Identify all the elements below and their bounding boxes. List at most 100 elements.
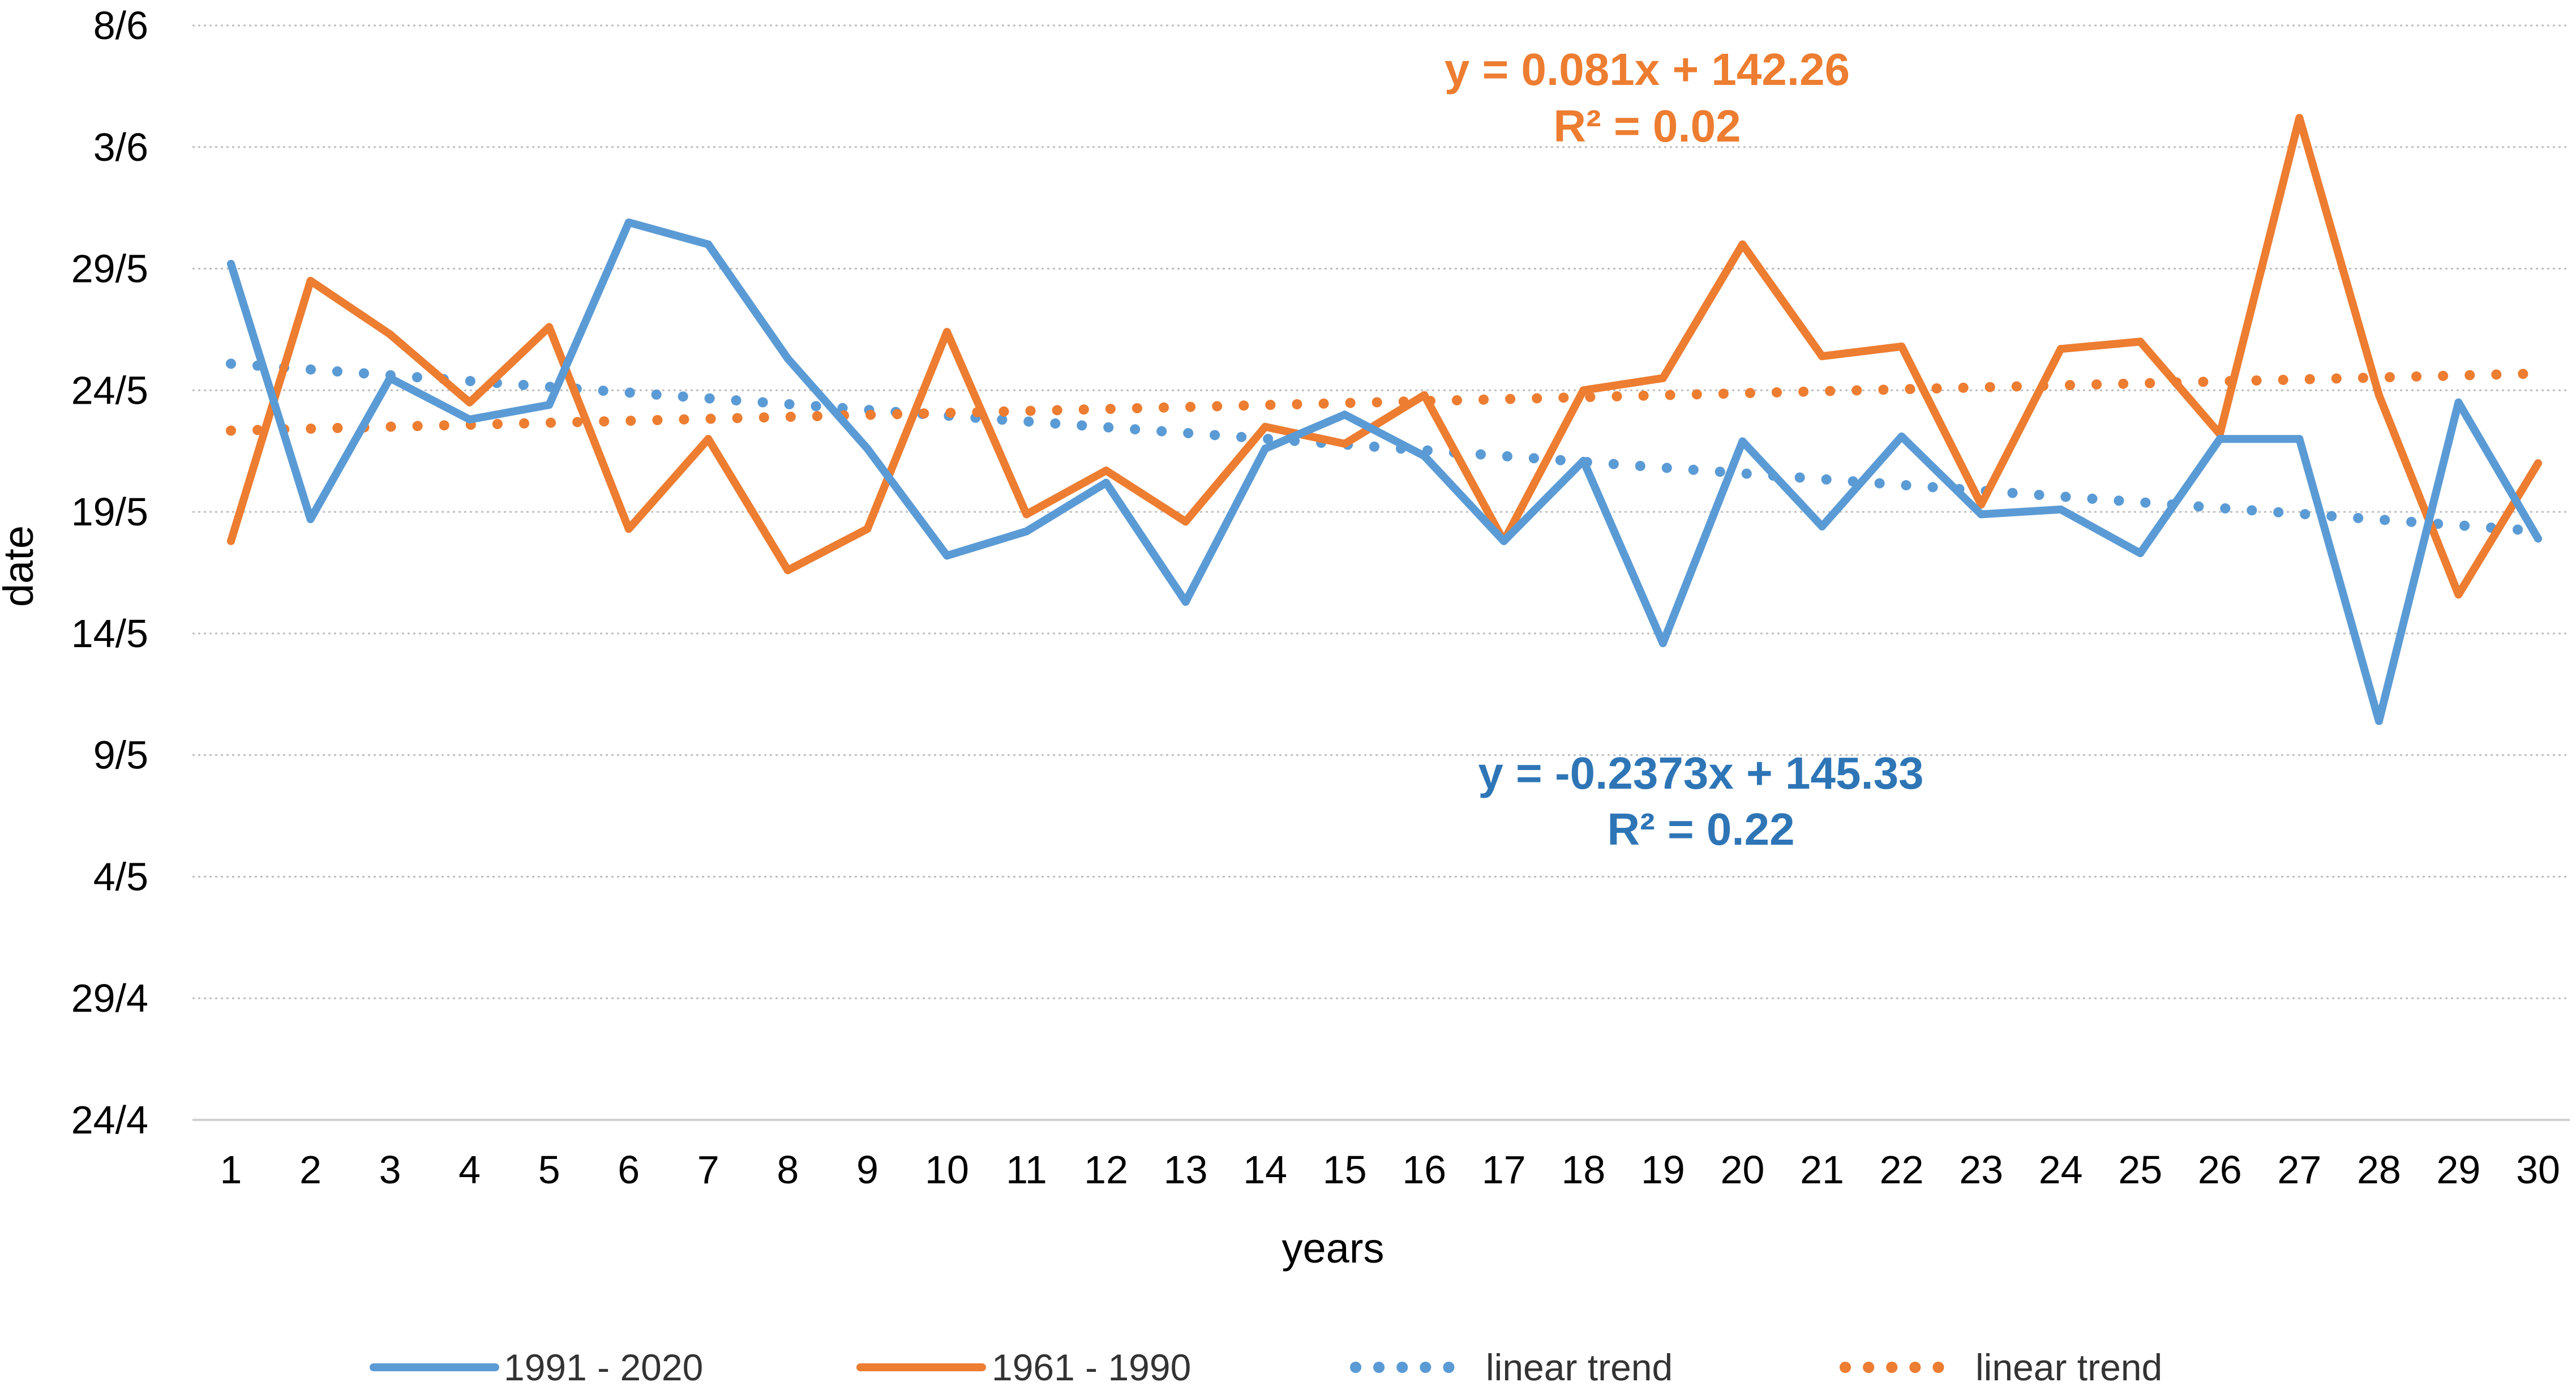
x-tick-label: 11 xyxy=(1006,1148,1047,1192)
data-point xyxy=(942,551,951,560)
data-point xyxy=(2295,435,2304,443)
x-tick-label: 29 xyxy=(2437,1148,2481,1192)
x-tick-label: 25 xyxy=(2118,1148,2162,1192)
data-point xyxy=(465,398,474,407)
data-point xyxy=(2374,717,2383,725)
x-tick-label: 2 xyxy=(299,1148,322,1192)
trend-lines xyxy=(226,358,2543,537)
data-point xyxy=(1261,444,1270,453)
legend-label-1991-2020: 1991 - 2020 xyxy=(504,1346,703,1386)
legend: 1991 - 2020 1961 - 1990 linear trend lin… xyxy=(370,1346,2162,1386)
x-axis-tick-labels: 1 2 3 4 5 6 7 8 9 10 11 12 13 14 15 16 17 18 19 20 21 22 23 24 2… xyxy=(220,1148,2560,1192)
data-point xyxy=(2454,591,2463,599)
data-point xyxy=(704,435,713,443)
data-point xyxy=(1181,598,1190,606)
data-point xyxy=(1977,500,1986,509)
data-point xyxy=(2056,505,2065,514)
y-axis-title: date xyxy=(0,525,42,607)
data-point xyxy=(2534,459,2542,468)
legend-label-1961-1990: 1961 - 1990 xyxy=(992,1346,1191,1386)
y-tick-label: 24/4 xyxy=(71,1098,148,1142)
data-point xyxy=(2136,337,2145,346)
legend-label-trend-1961-1990: linear trend xyxy=(1975,1346,2162,1386)
data-point xyxy=(1181,517,1190,526)
data-point xyxy=(1818,352,1827,361)
data-point xyxy=(2534,534,2542,543)
trend-r2-1991-2020: R² = 0.22 xyxy=(1607,804,1794,854)
data-point xyxy=(1022,510,1031,519)
legend-label-trend-1991-2020: linear trend xyxy=(1486,1346,1673,1386)
data-point xyxy=(1022,527,1031,536)
data-point xyxy=(1499,537,1508,545)
x-tick-label: 8 xyxy=(777,1148,799,1192)
x-tick-label: 19 xyxy=(1641,1148,1685,1192)
data-point xyxy=(1897,343,1906,351)
y-tick-label: 8/6 xyxy=(93,3,148,48)
data-point xyxy=(227,537,235,545)
x-tick-label: 3 xyxy=(379,1148,401,1192)
x-tick-label: 28 xyxy=(2357,1148,2401,1192)
data-point xyxy=(783,566,792,575)
x-tick-label: 4 xyxy=(458,1148,481,1192)
data-point xyxy=(1420,391,1429,399)
data-point xyxy=(2454,398,2463,407)
data-point xyxy=(2056,345,2065,353)
data-point xyxy=(227,259,235,268)
data-point xyxy=(545,401,554,409)
series-line-1991-2020 xyxy=(227,218,2542,725)
data-point xyxy=(465,415,474,424)
trend-equation-1961-1990: y = 0.081x + 142.26 xyxy=(1445,44,1850,95)
y-tick-label: 14/5 xyxy=(71,611,148,656)
x-tick-label: 22 xyxy=(1880,1148,1924,1192)
data-point xyxy=(2136,549,2145,558)
x-tick-label: 15 xyxy=(1323,1148,1367,1192)
data-point xyxy=(783,354,792,363)
data-point xyxy=(1102,478,1111,487)
x-tick-label: 16 xyxy=(1402,1148,1446,1192)
data-point xyxy=(863,525,872,533)
x-tick-label: 5 xyxy=(538,1148,560,1192)
series-line-1961-1990 xyxy=(227,114,2542,599)
y-tick-label: 9/5 xyxy=(93,733,148,777)
data-point xyxy=(624,525,633,533)
data-point xyxy=(1658,374,1667,382)
x-tick-label: 14 xyxy=(1243,1148,1287,1192)
data-point xyxy=(624,218,633,226)
data-point xyxy=(1977,510,1986,519)
gridlines xyxy=(192,24,2570,999)
y-tick-label: 4/5 xyxy=(93,854,148,899)
data-point xyxy=(704,240,713,249)
x-tick-label: 17 xyxy=(1482,1148,1526,1192)
y-tick-label: 24/5 xyxy=(71,368,148,412)
y-tick-label: 29/5 xyxy=(71,247,148,291)
data-point xyxy=(1340,410,1349,419)
x-axis-title: years xyxy=(1282,1225,1385,1272)
y-tick-label: 29/4 xyxy=(71,976,148,1020)
x-tick-label: 10 xyxy=(925,1148,969,1192)
data-point xyxy=(1102,467,1111,475)
x-tick-label: 21 xyxy=(1800,1148,1844,1192)
trend-line-1961-1990 xyxy=(226,368,2543,436)
trend-r2-1961-1990: R² = 0.02 xyxy=(1553,101,1741,151)
data-series xyxy=(227,114,2542,725)
data-point xyxy=(2374,391,2383,399)
data-point xyxy=(1340,439,1349,448)
data-point xyxy=(1818,522,1827,531)
data-point xyxy=(1261,422,1270,431)
data-point xyxy=(1738,437,1747,446)
data-point xyxy=(1897,432,1906,440)
data-point xyxy=(1420,452,1429,460)
x-tick-label: 23 xyxy=(1959,1148,2003,1192)
data-point xyxy=(386,374,395,382)
data-point xyxy=(545,323,554,331)
data-point xyxy=(306,515,315,523)
x-tick-label: 26 xyxy=(2198,1148,2242,1192)
data-point xyxy=(942,328,951,336)
data-point xyxy=(2295,114,2304,122)
data-point xyxy=(2215,435,2224,443)
y-tick-label: 3/6 xyxy=(93,125,148,169)
data-point xyxy=(863,444,872,453)
x-tick-label: 12 xyxy=(1084,1148,1128,1192)
x-tick-label: 20 xyxy=(1721,1148,1765,1192)
